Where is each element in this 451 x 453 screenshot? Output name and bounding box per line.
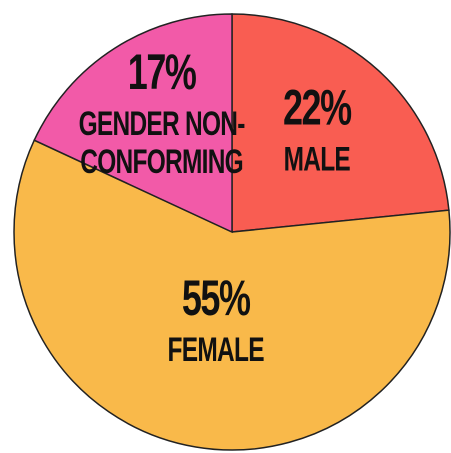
slice-category-label: GENDER NON-CONFORMING [79,105,245,181]
slice-label-group: 22% MALE [283,81,353,178]
pie-slice [231,13,450,233]
slice-label-group: 17%GENDER NON-CONFORMING [79,45,246,181]
slice-label-group: 55% FEMALE [168,271,265,369]
pie-slice [33,13,233,234]
slice-category-label: FEMALE [168,331,264,369]
pie-slice [13,139,451,451]
slice-value-label: 22% [283,81,352,136]
slice-category-label: MALE [284,140,351,178]
slice-value-label: 55% [182,271,251,326]
slice-value-label: 17% [128,45,197,100]
